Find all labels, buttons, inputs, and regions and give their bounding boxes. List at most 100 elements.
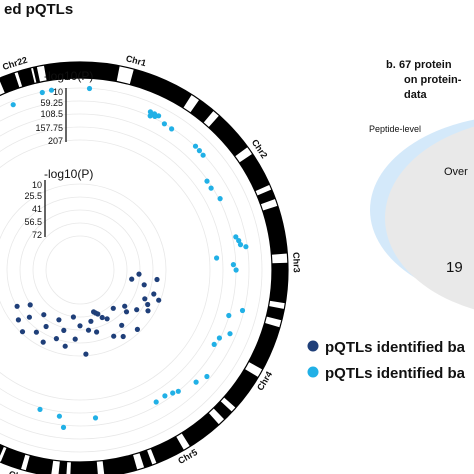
inner-data-point <box>83 351 89 357</box>
chromosome-band <box>150 436 184 464</box>
chromosome-label: Chr4 <box>255 370 274 393</box>
outer-data-point <box>227 331 233 337</box>
outer-data-point <box>204 178 210 184</box>
chromosome-band <box>262 205 288 255</box>
outer-data-point <box>193 379 199 385</box>
panel-b-label: b. <box>386 59 396 71</box>
inner-data-point <box>142 296 148 302</box>
outer-grid-ring <box>0 100 250 440</box>
outer-track-points <box>10 85 249 430</box>
chromosome-label: Chr3 <box>291 252 302 273</box>
outer-data-point <box>147 113 153 119</box>
outer-tick-label: 10 <box>53 87 63 97</box>
outer-data-point <box>208 185 214 191</box>
legend-label: pQTLs identified ba <box>325 365 466 382</box>
outer-data-point <box>162 393 168 399</box>
outer-grid-ring <box>0 87 263 453</box>
inner-data-point <box>85 327 92 333</box>
outer-data-point <box>236 238 242 244</box>
panel-a-title: ed pQTLs <box>4 1 73 18</box>
circos-plot: Chr19Chr22Chr1Chr2Chr3Chr4Chr5Chr6Chr7 -… <box>0 53 302 474</box>
inner-axis-label: -log10(P) <box>44 167 93 181</box>
chromosome-band <box>213 400 233 420</box>
outer-data-point <box>92 415 99 421</box>
chromosome-band <box>0 447 26 470</box>
inner-data-point <box>26 314 32 320</box>
outer-data-point <box>48 87 55 93</box>
inner-data-point <box>154 276 160 283</box>
inner-data-point <box>62 343 68 349</box>
chromosome-band <box>239 153 270 192</box>
outer-grid-ring <box>0 139 211 401</box>
inner-grid-ring <box>6 196 154 344</box>
venn-count: 19 <box>446 259 463 276</box>
panel-b-line-1: 67 protein <box>399 59 452 71</box>
panel-b-heading: b. 67 protein on protein- data <box>386 59 462 101</box>
outer-track-axis: -log10(P) 10 59.25 108.5 157.75 207 <box>35 69 93 146</box>
inner-data-point <box>111 333 117 339</box>
outer-data-point <box>175 388 181 394</box>
outer-data-point <box>226 312 232 319</box>
inner-data-point <box>41 312 47 318</box>
outer-tick-label: 157.75 <box>35 123 63 133</box>
outer-data-point <box>200 152 206 158</box>
inner-grid-ring <box>19 209 141 331</box>
chromosome-band <box>0 72 20 94</box>
outer-data-point <box>10 102 16 108</box>
outer-data-point <box>211 341 217 347</box>
chromosome-band <box>269 262 288 304</box>
inner-data-point <box>40 339 46 345</box>
inner-data-point <box>151 291 157 297</box>
outer-data-point <box>37 406 43 412</box>
outer-data-point <box>239 307 246 314</box>
inner-tick-label: 41 <box>32 204 42 214</box>
chromosome-band <box>70 461 98 474</box>
outer-data-point <box>216 335 222 341</box>
outer-data-point <box>196 148 202 154</box>
inner-grid-ring <box>45 235 115 305</box>
chromosome-band <box>139 449 153 468</box>
chromosome-label: Chr7 <box>8 469 31 474</box>
outer-data-point <box>56 413 63 419</box>
chromosome-band <box>102 454 138 474</box>
outer-data-point <box>152 113 158 119</box>
outer-data-point <box>153 399 159 405</box>
outer-data-point <box>39 89 45 96</box>
inner-data-point <box>123 309 130 315</box>
inner-data-point <box>43 323 49 330</box>
inner-data-point <box>77 323 83 329</box>
legend-label: pQTLs identified ba <box>325 339 466 356</box>
venn-diagram: Peptide-level Over 19 <box>369 119 474 310</box>
inner-data-point <box>156 297 162 303</box>
inner-data-point <box>91 309 97 315</box>
inner-data-point <box>120 333 126 340</box>
outer-data-point <box>237 242 244 248</box>
outer-tick-label: 108.5 <box>40 109 63 119</box>
outer-axis-label: -log10(P) <box>44 69 93 83</box>
outer-tick-label: 207 <box>48 136 63 146</box>
inner-data-point <box>122 303 128 309</box>
inner-data-point <box>70 314 76 320</box>
inner-data-point <box>104 316 110 322</box>
inner-data-point <box>19 329 26 335</box>
inner-data-point <box>61 327 67 333</box>
outer-track-grid <box>0 87 263 453</box>
outer-data-point <box>233 267 239 273</box>
panel-b-line-2: on protein- <box>404 74 462 86</box>
inner-data-point <box>88 318 94 324</box>
inner-data-point <box>145 308 151 314</box>
chromosome-band <box>32 66 41 83</box>
venn-protein-set <box>385 126 474 310</box>
chromosome-band <box>208 115 248 157</box>
inner-data-point <box>94 329 100 335</box>
inner-data-point <box>99 314 105 321</box>
outer-grid-ring <box>0 126 224 414</box>
inner-track-grid <box>0 183 167 357</box>
chromosome-band <box>129 69 192 109</box>
inner-data-point <box>145 301 151 308</box>
inner-tick-label: 72 <box>32 230 42 240</box>
inner-data-point <box>119 322 125 328</box>
chromosome-label: Chr1 <box>125 53 147 68</box>
outer-data-point <box>217 196 223 202</box>
